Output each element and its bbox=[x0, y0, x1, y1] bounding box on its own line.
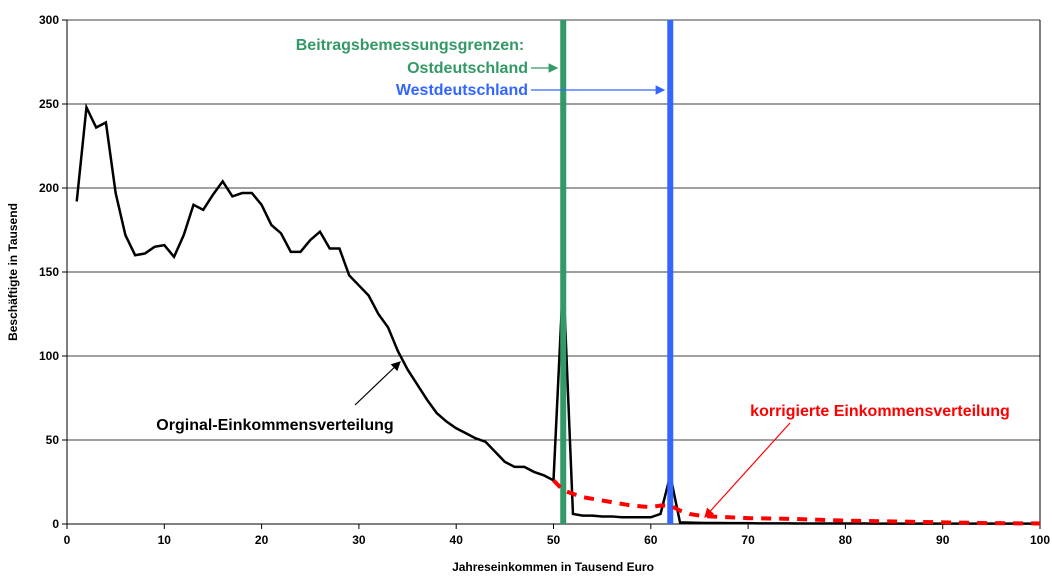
plot-area: 0 50 100 150 200 250 300 0 10 20 30 40 50 60 70 80 90 100 bbox=[39, 13, 1050, 547]
arrow bbox=[704, 422, 791, 518]
x-tick-label: 60 bbox=[644, 533, 658, 547]
x-tick-label: 20 bbox=[255, 533, 269, 547]
vline-label: Westdeutschland bbox=[396, 82, 528, 99]
series-annotation: korrigierte Einkommensverteilung bbox=[750, 403, 1010, 420]
series-annotation: Orginal-Einkommensverteilung bbox=[156, 417, 393, 434]
x-tick-label: 10 bbox=[158, 533, 172, 547]
y-tick-label: 300 bbox=[39, 13, 59, 27]
vline-title: Beitragsbemessungsgrenzen: bbox=[296, 37, 525, 54]
y-axis-label: Beschäftigte in Tausend bbox=[6, 203, 20, 341]
y-tick-label: 250 bbox=[39, 97, 59, 111]
x-tick-label: 50 bbox=[547, 533, 561, 547]
x-tick-label: 40 bbox=[450, 533, 464, 547]
original-line bbox=[75, 102, 1040, 525]
corrected-line bbox=[552, 478, 1041, 526]
arrow bbox=[354, 361, 401, 406]
y-tick-label: 150 bbox=[39, 265, 59, 279]
x-tick-label: 100 bbox=[1030, 533, 1050, 547]
y-tick-label: 0 bbox=[52, 517, 59, 531]
y-tick-label: 100 bbox=[39, 349, 59, 363]
vline-label: Ostdeutschland bbox=[407, 60, 528, 77]
y-tick-label: 50 bbox=[46, 433, 60, 447]
x-tick-label: 80 bbox=[839, 533, 853, 547]
x-tick-label: 90 bbox=[936, 533, 950, 547]
x-axis-label: Jahreseinkommen in Tausend Euro bbox=[452, 560, 654, 574]
x-tick-label: 30 bbox=[352, 533, 366, 547]
x-tick-label: 70 bbox=[741, 533, 755, 547]
x-tick-label: 0 bbox=[64, 533, 71, 547]
y-tick-label: 200 bbox=[39, 181, 59, 195]
